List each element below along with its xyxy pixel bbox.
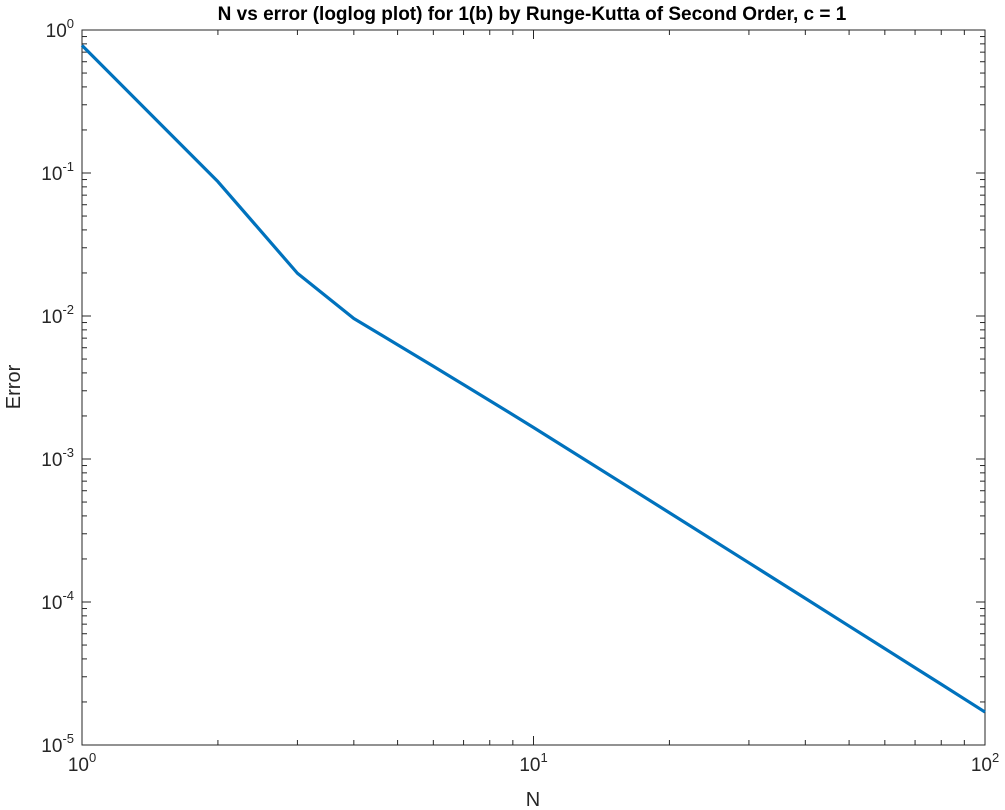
x-tick-label: 102	[971, 750, 999, 776]
y-axis-label: Error	[3, 364, 25, 409]
x-tick-label: 101	[519, 750, 547, 776]
chart-title: N vs error (loglog plot) for 1(b) by Run…	[218, 4, 847, 25]
y-tick-label: 100	[46, 16, 74, 42]
y-tick-label: 10-5	[41, 731, 74, 757]
axis-ticks: 100 101 102 100 10-1 10-2 10-3 10-4 10-5	[41, 16, 999, 776]
plot-area	[81, 29, 986, 746]
y-tick-label: 10-1	[41, 159, 74, 185]
y-tick-label: 10-4	[41, 588, 74, 614]
series-line	[80, 44, 986, 714]
y-tick-label: 10-3	[41, 445, 74, 471]
x-tick-label: 100	[68, 750, 96, 776]
y-tick-label: 10-2	[41, 302, 74, 328]
series-group	[80, 44, 986, 714]
x-axis-label: N	[526, 789, 540, 810]
